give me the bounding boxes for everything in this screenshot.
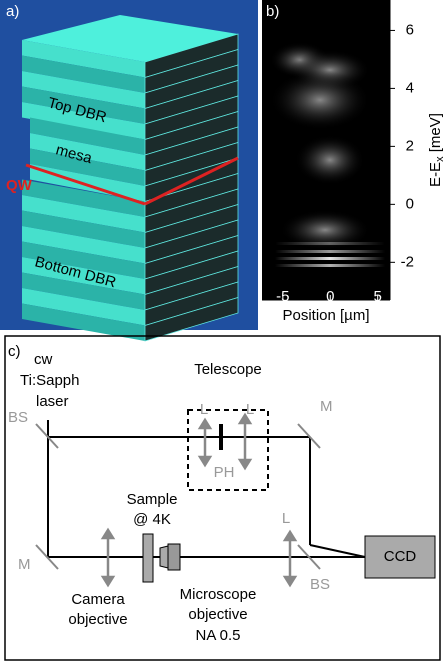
label: M: [18, 556, 31, 573]
label: BS: [310, 576, 330, 593]
panel-c: c) cw Ti:Sapph laser Telescope L L PH BS M Sample @…: [5, 336, 440, 660]
emission-blob: [295, 135, 365, 185]
y-tick-label: -2: [401, 253, 414, 270]
label: objective: [188, 606, 247, 623]
sample: [143, 534, 153, 582]
panel-b: -2 0 2 4 6 -5 0 5 Position [µm] E-Ex [meV] b): [262, 0, 445, 324]
panel-label: a): [6, 3, 19, 20]
label: laser: [36, 393, 69, 410]
x-tick-label: 5: [374, 288, 382, 305]
figure: a)Top DBRmesaQWBottom DBR -2 0 2 4 6 -5 0 5 Posi…: [0, 0, 445, 666]
y-axis-label: E-Ex [meV]: [427, 113, 445, 187]
x-tick-label: 0: [326, 288, 334, 305]
label: c): [8, 343, 21, 360]
objective: [160, 546, 168, 568]
lens-head: [285, 577, 295, 585]
y-tick-label: 6: [406, 21, 414, 38]
lens-head: [103, 577, 113, 585]
label: BS: [8, 409, 28, 426]
lens-head: [103, 530, 113, 538]
emission-stripe: [275, 264, 385, 267]
y-axis-label-part: E-E: [427, 162, 444, 187]
emission-stripe: [275, 257, 385, 260]
label: Telescope: [194, 361, 262, 378]
label: L: [200, 401, 208, 418]
emission-stripe: [275, 242, 385, 245]
label: Ti:Sapph: [20, 372, 79, 389]
label: PH: [214, 464, 235, 481]
pinhole: [219, 424, 223, 450]
label: L: [282, 510, 290, 527]
label: NA 0.5: [195, 627, 240, 644]
x-tick-label: -5: [276, 288, 289, 305]
beam-path: [48, 420, 365, 557]
lens-head: [285, 532, 295, 540]
emission-blob: [270, 70, 370, 130]
y-tick-label: 2: [406, 137, 414, 154]
emission-stripe: [275, 250, 385, 253]
label: M: [320, 398, 333, 415]
label: Camera: [71, 591, 125, 608]
label: Microscope: [180, 586, 257, 603]
label: cw: [34, 351, 53, 368]
y-tick-label: 4: [406, 79, 414, 96]
lens-head: [200, 420, 210, 428]
label: L: [246, 401, 254, 418]
label: objective: [68, 611, 127, 628]
x-axis-label: Position [µm]: [282, 307, 369, 324]
y-axis-label-part: [meV]: [427, 113, 444, 156]
layer-label: QW: [6, 177, 33, 194]
objective-body: [168, 544, 180, 570]
label: Sample: [127, 491, 178, 508]
lens-head: [240, 460, 250, 468]
panel-label: b): [266, 3, 279, 20]
y-tick-label: 0: [406, 195, 414, 212]
lens-head: [200, 457, 210, 465]
label: CCD: [384, 548, 417, 565]
label: @ 4K: [133, 511, 171, 528]
